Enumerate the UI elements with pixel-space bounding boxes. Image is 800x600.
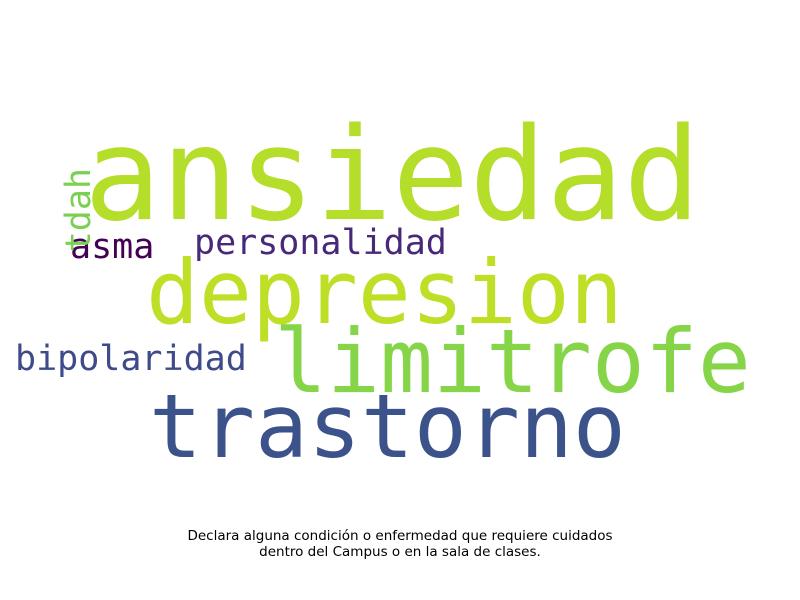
word-personalidad: personalidad — [194, 223, 447, 263]
word-bipolaridad: bipolaridad — [15, 339, 247, 379]
word-tdah: tdah — [59, 168, 99, 253]
word-depresion: depresion — [146, 241, 623, 344]
word-ansiedad: ansiedad — [84, 101, 701, 250]
caption: Declara alguna condición o enfermedad qu… — [0, 528, 800, 560]
word-asma: asma — [70, 227, 155, 267]
caption-line-1: Declara alguna condición o enfermedad qu… — [187, 528, 613, 544]
word-trastorno: trastorno — [149, 375, 626, 478]
caption-line-2: dentro del Campus o en la sala de clases… — [259, 544, 541, 560]
word-limitrofe: limitrofe — [274, 310, 751, 413]
